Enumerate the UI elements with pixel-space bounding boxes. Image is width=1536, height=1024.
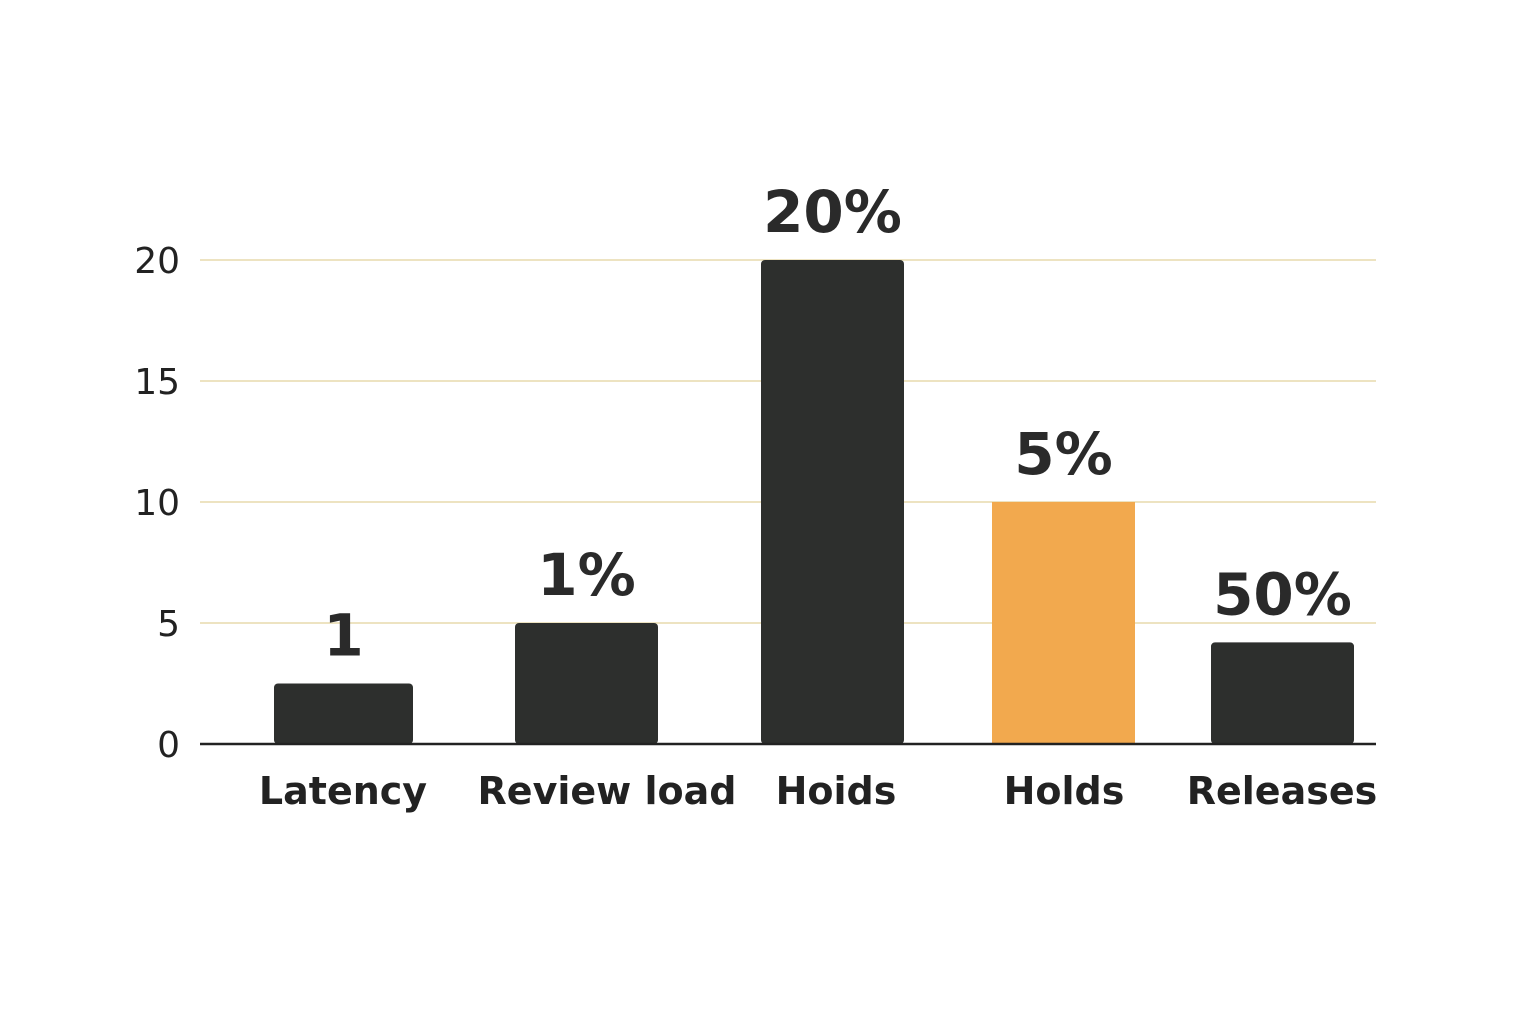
data-label: 1	[323, 602, 363, 670]
y-tick-label: 20	[134, 241, 180, 282]
x-category-label: Review load	[478, 769, 737, 813]
data-label: 1%	[537, 541, 635, 609]
bar	[992, 502, 1135, 744]
bar	[515, 623, 658, 744]
bar	[1211, 642, 1354, 744]
x-category-label: Releases	[1187, 769, 1377, 813]
y-tick-label: 10	[134, 483, 180, 524]
data-label: 50%	[1213, 560, 1352, 628]
bar	[761, 260, 904, 744]
x-category-label: Hoids	[776, 769, 897, 813]
bar	[274, 683, 413, 744]
data-label: 5%	[1014, 420, 1112, 488]
y-tick-label: 5	[157, 604, 180, 645]
y-tick-label: 15	[134, 362, 180, 403]
data-label: 20%	[763, 178, 902, 246]
x-category-label: Latency	[259, 769, 427, 813]
y-tick-label: 0	[157, 725, 180, 766]
x-category-label: Holds	[1004, 769, 1125, 813]
